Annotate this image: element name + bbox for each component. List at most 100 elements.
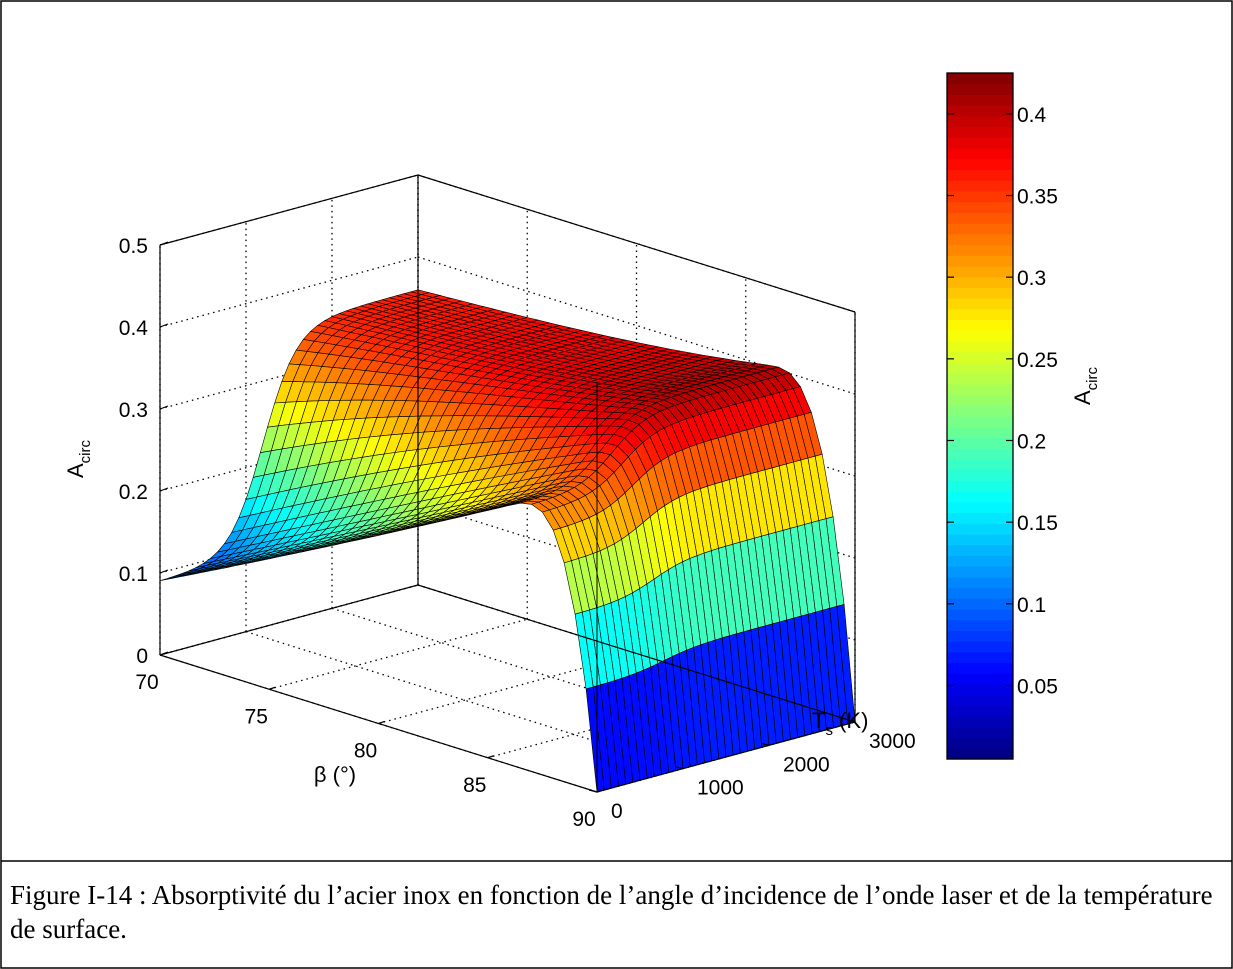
z-tick-mark [159,405,169,410]
floor-gridline-x [378,652,637,725]
colorbar-segment [947,437,1013,449]
side-wall-gridline-z [159,256,419,328]
colorbar-segment [947,340,1013,353]
colorbar-segment [947,651,1013,664]
colorbar-label-sub: circ [1084,366,1101,390]
box-edge [417,584,856,723]
colorbar-segment [947,673,1013,685]
colorbar-segment [947,233,1013,246]
colorbar-tick-label: 0.3 [1017,267,1046,290]
colorbar-segment [947,148,1013,160]
colorbar-tick-label: 0.2 [1017,431,1046,454]
side-wall-gridline-z [159,338,419,410]
colorbar-segment [947,383,1013,396]
colorbar-segment [947,501,1013,514]
side-wall-gridline-z [159,420,419,492]
colorbar-segment [947,265,1013,278]
z-tick-mark [159,487,169,492]
colorbar-label-main: A [1070,390,1095,405]
colorbar-segment [947,351,1013,364]
z-axis-label-main: A [63,463,88,478]
y-tick-label: 1000 [697,777,744,800]
colorbar-segment [947,201,1013,213]
colorbar-segment [947,362,1013,374]
colorbar-segment [947,330,1013,342]
colorbar-segment [947,737,1013,749]
colorbar-segment [947,255,1013,267]
colorbar-segment [947,598,1013,610]
colorbar-segment [947,641,1013,653]
colorbar-segment [947,83,1013,96]
colorbar-segment [947,683,1013,696]
y-axis-line [596,721,856,793]
colorbar-segment [947,180,1013,192]
colorbar-segment [947,158,1013,171]
side-wall-gridline-z [159,502,419,574]
figure-caption: Figure I-14 : Absorptivité du l’acier in… [10,880,1213,944]
colorbar-segment [947,726,1013,739]
z-tick-label: 0.2 [119,481,148,504]
colorbar-segment [947,308,1013,321]
z-tick-label: 0 [136,645,148,668]
colorbar-segment [947,619,1013,631]
colorbar-segment [947,458,1013,471]
y-tick-mark [588,789,598,793]
colorbar-segment [947,319,1013,331]
floor-gridline-x [487,687,746,759]
colorbar-segment [947,630,1013,642]
colorbar-segment [947,469,1013,481]
colorbar-segment [947,576,1013,589]
y-axis-label: Ts (K) [812,708,868,739]
colorbar-segment [947,126,1013,138]
colorbar-segment [947,287,1013,299]
colorbar-segment [947,244,1013,256]
box-edge [417,174,856,313]
floor-gridline-x [269,618,528,690]
colorbar-segment [947,73,1013,85]
colorbar-segment [947,608,1013,621]
z-tick-label: 0.4 [119,317,149,340]
colorbar-segment [947,716,1013,728]
colorbar-segment [947,298,1013,310]
y-axis-label-main: T [812,708,825,733]
x-tick-label: 90 [572,808,595,831]
colorbar-tick-label: 0.25 [1017,349,1058,372]
colorbar-tick-label: 0.4 [1017,104,1047,127]
colorbar-segment [947,533,1013,546]
colorbar-segment [947,137,1013,149]
colorbar-segment [947,416,1013,428]
z-tick-mark [159,323,169,328]
colorbar-segment [947,105,1013,117]
colorbar-tick-label: 0.15 [1017,512,1058,535]
x-tick-label: 80 [354,740,377,763]
y-tick-mark [760,742,770,746]
colorbar-tick-label: 0.35 [1017,186,1058,209]
colorbar-segment [947,512,1013,524]
colorbar-segment [947,544,1013,556]
colorbar-segment [947,394,1013,406]
colorbar-segment [947,405,1013,417]
box-edge [159,584,419,656]
x-axis-label: β (°) [314,762,356,787]
colorbar-segment [947,491,1013,503]
colorbar-segment [947,448,1013,460]
x-tick-label: 70 [135,671,158,694]
z-axis-label: Acirc [63,439,94,478]
colorbar-segment [947,426,1013,439]
colorbar-segment [947,480,1013,492]
x-tick-label: 85 [463,774,486,797]
colorbar-segment [947,190,1013,203]
x-tick-mark [378,720,385,725]
colorbar-tick-label: 0.1 [1017,594,1046,617]
z-tick-label: 0.1 [119,563,148,586]
y-tick-label: 3000 [869,730,916,753]
colorbar-segment [947,662,1013,674]
colorbar-segment [947,212,1013,224]
colorbar-segment [947,276,1013,288]
colorbar-segment [947,94,1013,106]
colorbar-segment [947,705,1013,717]
z-tick-mark [159,569,169,574]
